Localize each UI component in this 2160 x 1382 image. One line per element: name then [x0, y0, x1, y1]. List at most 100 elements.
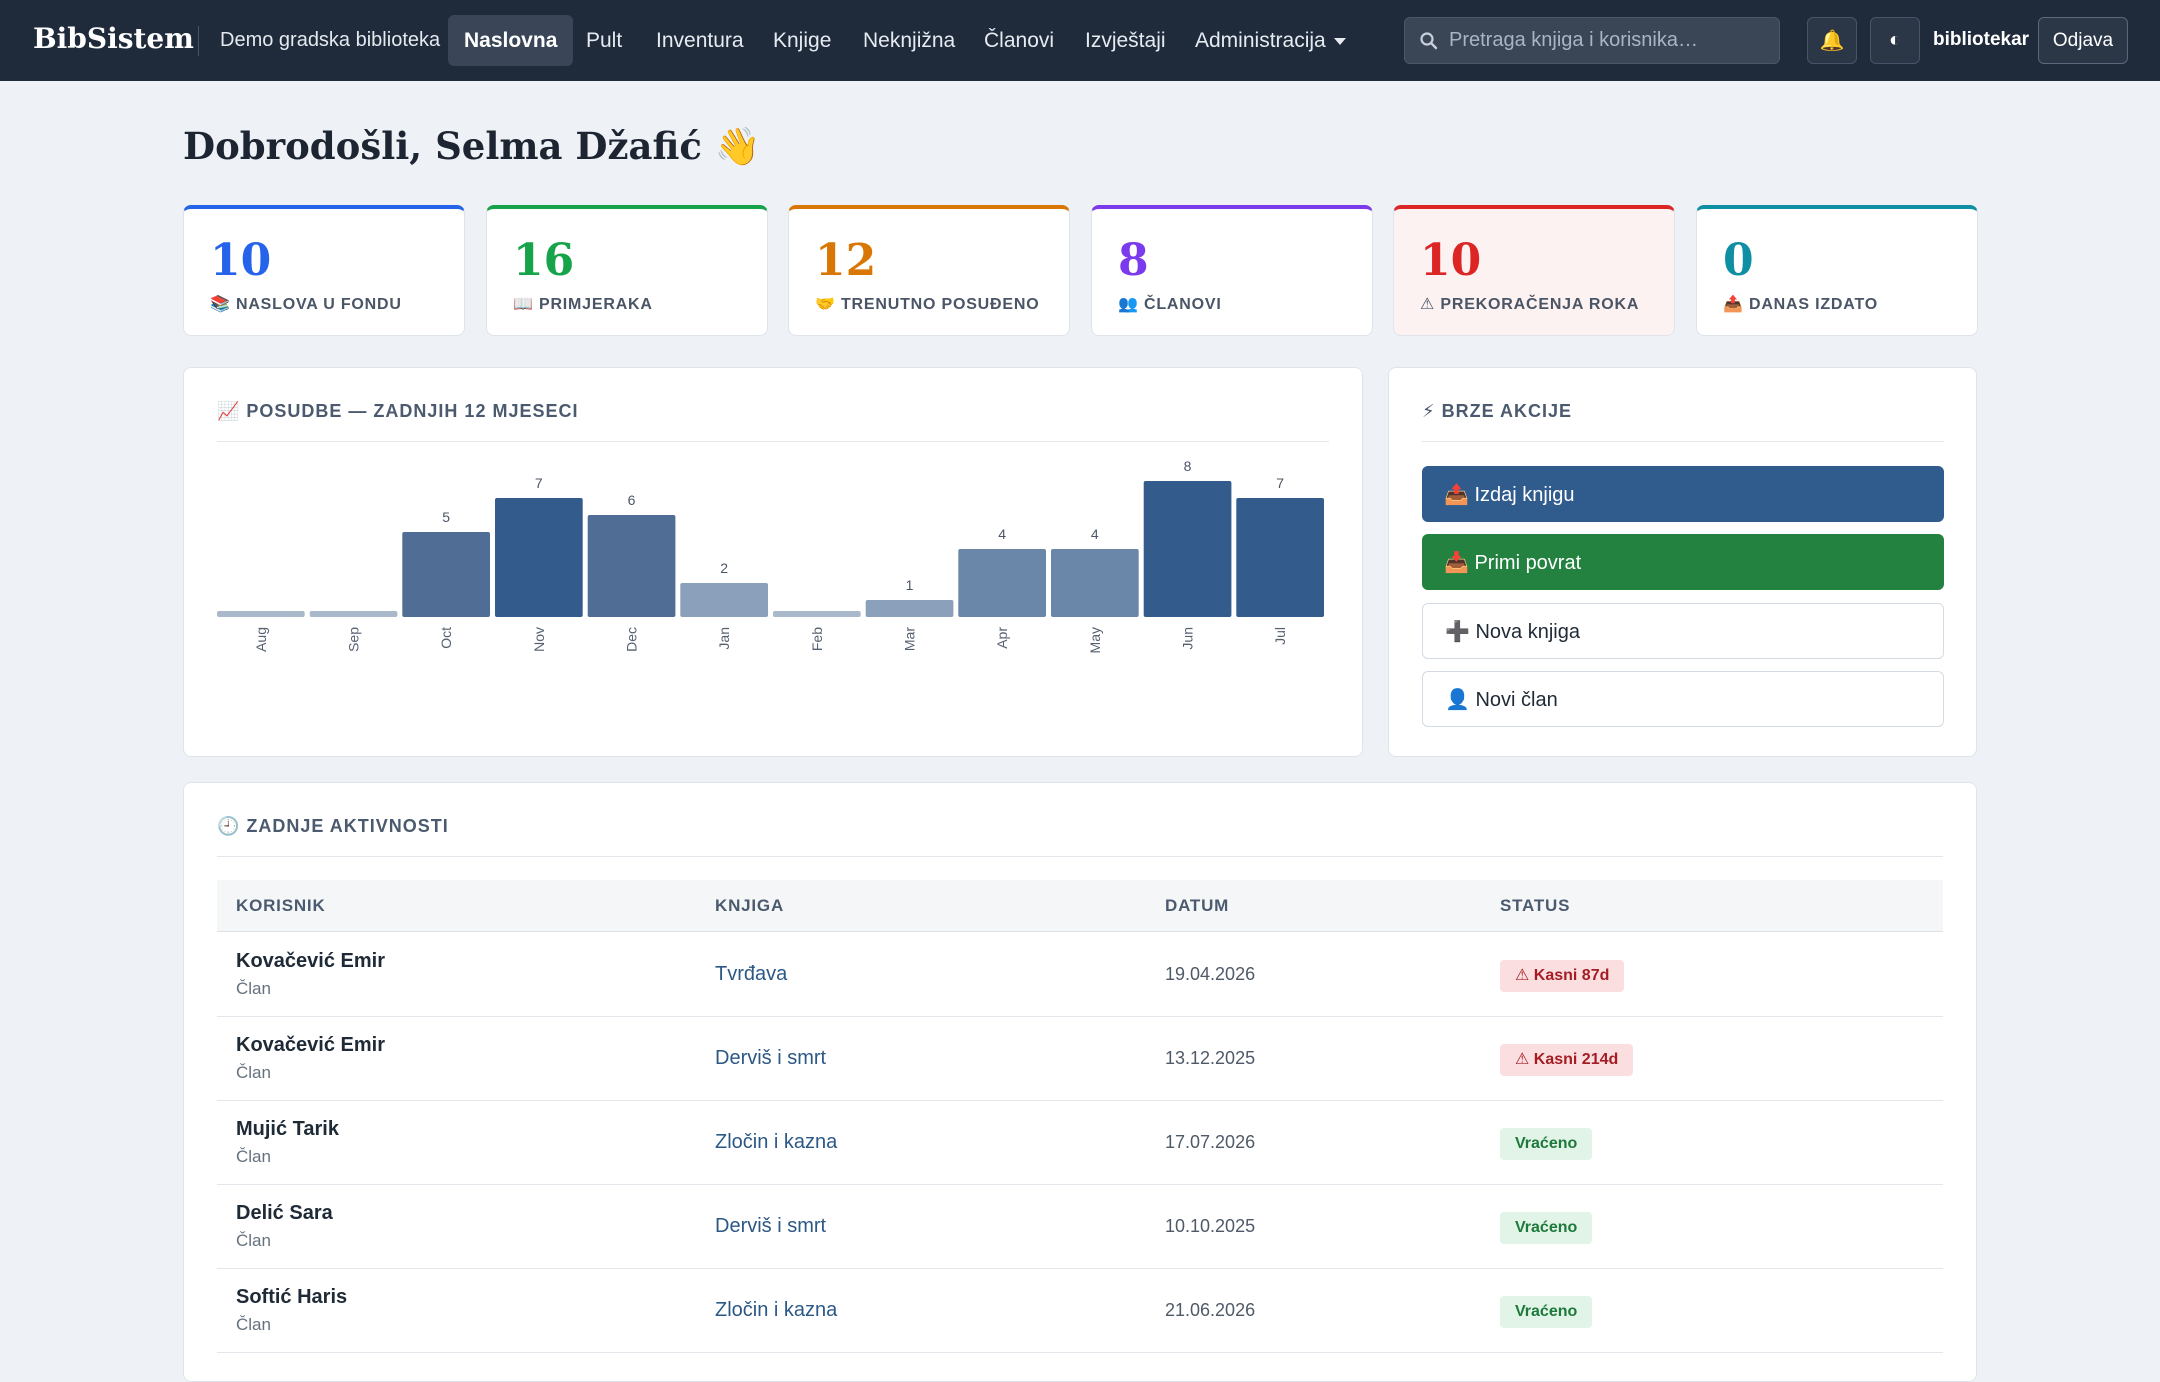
x-tick-label: Apr [994, 627, 1010, 649]
table-row[interactable]: Softić Haris Član Zločin i kazna 21.06.2… [217, 1269, 1943, 1353]
x-tick-label: Feb [809, 627, 825, 651]
stat-card-issued-today[interactable]: 0 📤 DANAS IZDATO [1696, 205, 1978, 336]
bar-value-label: 4 [998, 526, 1006, 542]
nav-item-administracija-label: Administracija [1195, 29, 1326, 52]
nav-item-knjige[interactable]: Knjige [773, 29, 832, 52]
column-header-status[interactable]: STATUS [1500, 896, 1571, 915]
stat-value: 8 [1118, 235, 1149, 286]
stat-value: 10 [1420, 235, 1482, 286]
stat-value: 10 [210, 235, 272, 286]
stat-label: ⚠ PREKORAČENJA ROKA [1420, 296, 1640, 313]
search-input[interactable] [1449, 29, 1769, 52]
column-header-user[interactable]: KORISNIK [236, 896, 326, 915]
book-link[interactable]: Zločin i kazna [715, 1299, 838, 1321]
bar-apr[interactable] [958, 549, 1046, 617]
contrast-icon: ◐ [1888, 29, 1902, 51]
bar-may[interactable] [1051, 549, 1139, 617]
bar-mar[interactable] [865, 600, 954, 617]
stat-value: 16 [513, 235, 575, 286]
stat-card-on-loan[interactable]: 12 🤝 TRENUTNO POSUĐENO [788, 205, 1070, 336]
x-tick-label: May [1087, 627, 1103, 653]
global-search[interactable] [1404, 17, 1780, 64]
x-tick-label: Mar [902, 627, 918, 651]
bar-nov[interactable] [495, 498, 583, 617]
activity-title: 🕘 ZADNJE AKTIVNOSTI [217, 816, 449, 836]
search-icon [1420, 31, 1438, 49]
recent-activity-panel: 🕘 ZADNJE AKTIVNOSTI KORISNIK KNJIGA DATU… [183, 782, 1977, 1382]
loan-date: 21.06.2026 [1165, 1300, 1256, 1320]
nav-item-izvjestaji[interactable]: Izvještaji [1085, 29, 1166, 52]
loans-chart-panel: 📈 POSUDBE — ZADNJIH 12 MJESECI Aug Sep 5 Oc… [183, 367, 1363, 757]
x-tick-label: Sep [346, 627, 362, 652]
bell-icon: 🔔 [1819, 30, 1845, 52]
stat-card-overdue[interactable]: 10 ⚠ PREKORAČENJA ROKA [1393, 205, 1675, 336]
user-name[interactable]: Delić Sara [236, 1202, 333, 1224]
bar-jan[interactable] [680, 583, 768, 617]
chevron-down-icon [1333, 37, 1346, 45]
stat-card-members[interactable]: 8 👥 ČLANOVI [1091, 205, 1373, 336]
brand-logo[interactable]: BibSistem [33, 22, 194, 55]
book-link[interactable]: Zločin i kazna [715, 1131, 838, 1153]
table-row[interactable]: Mujić Tarik Član Zločin i kazna 17.07.20… [217, 1101, 1943, 1185]
bar-feb[interactable] [773, 611, 861, 617]
table-row[interactable]: Delić Sara Član Derviš i smrt 10.10.2025… [217, 1185, 1943, 1269]
stat-card-titles[interactable]: 10 📚 NASLOVA U FONDU [183, 205, 465, 336]
nav-item-clanovi[interactable]: Članovi [984, 29, 1055, 52]
x-tick-label: Nov [531, 627, 547, 652]
user-role: Član [236, 1063, 271, 1082]
book-link[interactable]: Derviš i smrt [715, 1215, 827, 1237]
user-name[interactable]: Kovačević Emir [236, 950, 385, 972]
user-name[interactable]: Softić Haris [236, 1286, 348, 1308]
nav-item-administracija[interactable]: Administracija [1179, 15, 1362, 66]
organization-name: Demo gradska biblioteka [220, 29, 441, 51]
theme-toggle-button[interactable]: ◐ [1870, 17, 1920, 64]
divider [217, 441, 1329, 442]
table-row[interactable]: Kovačević Emir Član Derviš i smrt 13.12.… [217, 1017, 1943, 1101]
status-badge: Vraćeno [1500, 1212, 1593, 1244]
bar-oct[interactable] [402, 532, 490, 617]
chart-panel-title: 📈 POSUDBE — ZADNJIH 12 MJESECI [217, 401, 579, 421]
bar-value-label: 6 [628, 492, 636, 508]
stat-label: 📤 DANAS IZDATO [1723, 296, 1878, 313]
table-header: KORISNIK KNJIGA DATUM STATUS [217, 880, 1943, 932]
user-name[interactable]: Mujić Tarik [236, 1118, 339, 1140]
stat-card-copies[interactable]: 16 📖 PRIMJERAKA [486, 205, 768, 336]
current-user: bibliotekar [1933, 29, 2030, 50]
nav-item-pult[interactable]: Pult [586, 29, 623, 52]
status-badge: ⚠ Kasni 214d [1500, 1044, 1634, 1076]
bar-aug[interactable] [217, 611, 305, 617]
x-tick-label: Jun [1180, 627, 1196, 650]
nav-item-naslovna[interactable]: Naslovna [448, 15, 574, 66]
bar-jun[interactable] [1143, 481, 1232, 617]
x-tick-label: Aug [253, 627, 269, 652]
bar-value-label: 2 [720, 560, 728, 576]
nav-item-inventura[interactable]: Inventura [656, 29, 744, 52]
bar-value-label: 7 [1276, 475, 1284, 491]
bar-jul[interactable] [1236, 498, 1324, 617]
new-member-button[interactable]: 👤 Novi član [1422, 671, 1944, 727]
loan-date: 10.10.2025 [1165, 1216, 1256, 1236]
status-badge: ⚠ Kasni 87d [1500, 960, 1625, 992]
column-header-date[interactable]: DATUM [1165, 896, 1230, 915]
issue-book-button[interactable]: 📤 Izdaj knjigu [1422, 466, 1944, 522]
logout-button[interactable]: Odjava [2038, 17, 2128, 64]
quick-actions-title: ⚡ BRZE AKCIJE [1422, 401, 1572, 421]
receive-return-button[interactable]: 📥 Primi povrat [1422, 534, 1944, 590]
bar-dec[interactable] [587, 515, 676, 617]
new-book-button[interactable]: ➕ Nova knjiga [1422, 603, 1944, 659]
book-link[interactable]: Tvrđava [715, 963, 788, 985]
page-title: Dobrodošli, Selma Džafić 👋 [183, 124, 761, 168]
divider [217, 856, 1943, 857]
book-link[interactable]: Derviš i smrt [715, 1047, 827, 1069]
quick-actions-panel: ⚡ BRZE AKCIJE 📤 Izdaj knjigu 📥 Primi pov… [1388, 367, 1977, 757]
stat-label: 📖 PRIMJERAKA [513, 296, 653, 313]
bar-sep[interactable] [309, 611, 398, 617]
notifications-button[interactable]: 🔔 [1807, 17, 1857, 64]
table-row[interactable]: Kovačević Emir Član Tvrđava 19.04.2026 ⚠… [217, 933, 1943, 1017]
nav-item-neknjizna[interactable]: Neknjižna [863, 29, 956, 52]
loan-date: 17.07.2026 [1165, 1132, 1256, 1152]
top-navbar: BibSistem Demo gradska biblioteka Naslov… [0, 0, 2160, 81]
user-name[interactable]: Kovačević Emir [236, 1034, 385, 1056]
column-header-book[interactable]: KNJIGA [715, 896, 785, 915]
stat-label: 🤝 TRENUTNO POSUĐENO [815, 296, 1040, 313]
